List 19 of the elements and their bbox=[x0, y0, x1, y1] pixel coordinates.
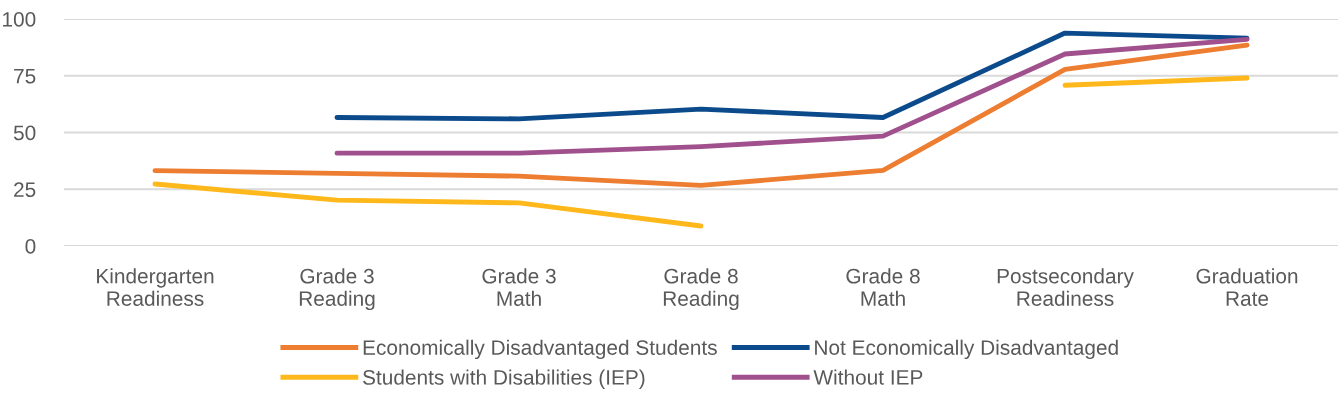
legend-label: Economically Disadvantaged Students bbox=[363, 339, 717, 360]
x-tick-label: Graduation Rate bbox=[1196, 268, 1298, 306]
y-tick-label: 25 bbox=[14, 182, 36, 197]
x-tick-label: Grade 3 Math bbox=[482, 268, 556, 306]
x-tick-label: Grade 3 Reading bbox=[299, 268, 375, 311]
line-series bbox=[334, 37, 1250, 156]
line-series bbox=[152, 42, 1250, 188]
x-tick-label: Grade 8 Reading bbox=[663, 268, 739, 311]
x-tick-label: Kindergarten Readiness bbox=[97, 268, 214, 306]
line-series bbox=[334, 30, 1250, 122]
y-tick-label: 50 bbox=[13, 125, 36, 141]
legend-label: Without IEP bbox=[813, 369, 923, 385]
x-tick-label: Grade 8 Math bbox=[846, 268, 920, 306]
legend-label: Students with Disabilities (IEP) bbox=[363, 369, 645, 389]
y-tick-label: 75 bbox=[14, 68, 36, 84]
x-tick-label: Postsecondary Readiness bbox=[997, 268, 1134, 306]
y-tick-label: 100 bbox=[3, 12, 36, 27]
y-tick-label: 0 bbox=[25, 239, 36, 254]
legend-label: Not Economically Disadvantaged bbox=[815, 339, 1118, 360]
